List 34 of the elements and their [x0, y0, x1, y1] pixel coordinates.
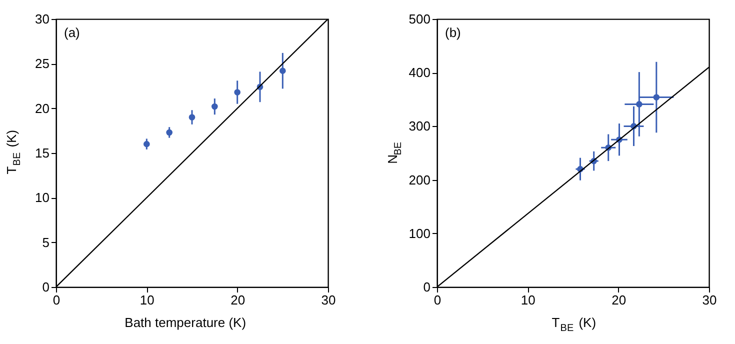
annotation: (a): [64, 25, 80, 40]
y-tick-label: 5: [42, 234, 50, 250]
x-tick-label: 20: [230, 292, 246, 308]
point: [234, 89, 240, 96]
y-tick-label: 200: [408, 172, 430, 188]
x-tick-label: 30: [321, 292, 336, 308]
point: [636, 101, 642, 108]
x-axis-title: Bath temperature (K): [124, 315, 246, 330]
point: [280, 68, 286, 74]
annotation: (b): [445, 25, 461, 40]
y-tick-label: 400: [408, 65, 430, 80]
y-tick-label: 500: [408, 12, 430, 26]
x-tick-label: 0: [52, 292, 60, 308]
x-tick-label: 30: [702, 292, 717, 308]
y-tick-label: 0: [42, 280, 50, 294]
x-tick-label: 10: [520, 292, 536, 308]
y-tick-label: 100: [408, 226, 430, 241]
point: [144, 140, 150, 148]
point: [188, 114, 196, 120]
y-tick-label: 30: [35, 12, 50, 26]
y-axis-title: TBE (K): [4, 130, 23, 174]
y-tick-label: 300: [408, 118, 430, 134]
y-axis-title: NBE: [385, 142, 404, 164]
x-tick-label: 20: [612, 292, 626, 308]
y-tick-label: 20: [35, 100, 50, 116]
y-tick-label: 15: [35, 146, 50, 160]
point: [166, 129, 172, 136]
y-tick-label: 10: [35, 190, 50, 206]
point: [212, 103, 218, 110]
x-tick-label: 0: [434, 292, 442, 308]
y-tick-label: 25: [35, 56, 50, 72]
x-tick-label: 10: [140, 292, 154, 308]
y-tick-label: 0: [423, 280, 430, 294]
point: [653, 94, 660, 100]
